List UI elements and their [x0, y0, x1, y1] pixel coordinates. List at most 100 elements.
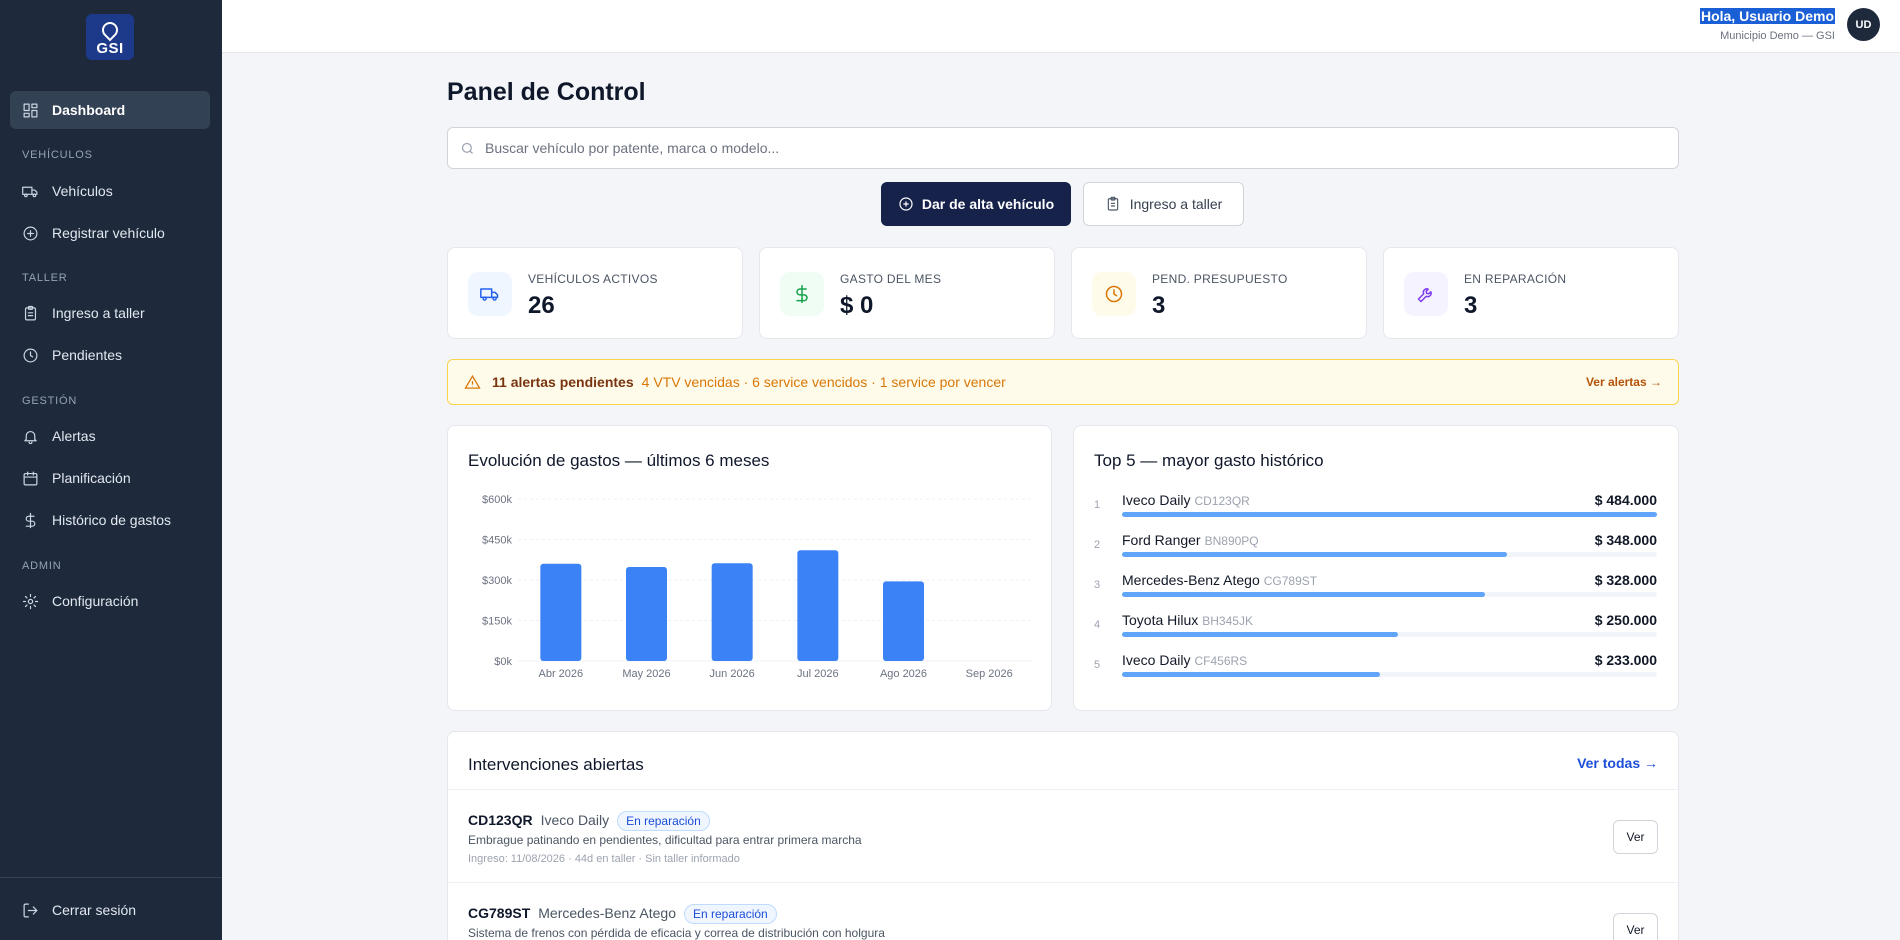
top5-row: 5 Iveco Daily CF456RS $ 233.000	[1094, 651, 1657, 685]
intervention-description: Sistema de frenos con pérdida de eficaci…	[468, 926, 885, 940]
top5-vehicle-name: Iveco Daily CD123QR	[1122, 492, 1250, 508]
sidebar-item-registrar-vehiculo[interactable]: Registrar vehículo	[10, 214, 210, 252]
interventions-panel: Intervenciones abiertas Ver todas → CD12…	[447, 731, 1679, 940]
intervention-plate: CD123QR Iveco Daily En reparación	[468, 811, 710, 831]
workshop-entry-button[interactable]: Ingreso a taller	[1083, 182, 1244, 226]
vehicle-name-text: Ford Ranger	[1122, 532, 1201, 548]
vehicle-name-text: Toyota Hilux	[1122, 612, 1199, 628]
view-intervention-button[interactable]: Ver	[1613, 913, 1658, 940]
sidebar-item-label: Vehículos	[52, 183, 113, 199]
section-admin: ADMIN	[22, 560, 62, 572]
clock-icon	[1092, 272, 1136, 316]
top5-vehicle-name: Ford Ranger BN890PQ	[1122, 532, 1259, 548]
search-bar[interactable]	[447, 127, 1679, 169]
stat-label: VEHÍCULOS ACTIVOS	[528, 272, 658, 286]
x-tick-label: Ago 2026	[880, 668, 927, 680]
user-name: Hola, Usuario Demo	[1699, 8, 1835, 24]
truck-icon	[22, 186, 38, 197]
sidebar-item-ingreso-taller[interactable]: Ingreso a taller	[10, 294, 210, 332]
sidebar-item-historico-gastos[interactable]: Histórico de gastos	[10, 501, 210, 539]
top5-vehicle-name: Mercedes-Benz Atego CG789ST	[1122, 572, 1317, 588]
location-pin-icon	[98, 18, 122, 42]
top5-title: Top 5 — mayor gasto histórico	[1094, 451, 1324, 470]
top5-row: 1 Iveco Daily CD123QR $ 484.000	[1094, 491, 1657, 525]
workshop-entry-label: Ingreso a taller	[1129, 196, 1223, 212]
sidebar-item-label: Ingreso a taller	[52, 305, 145, 321]
top5-amount: $ 484.000	[1594, 492, 1657, 508]
top5-rank: 4	[1094, 619, 1101, 631]
bell-icon	[24, 430, 37, 444]
sidebar-divider	[0, 877, 222, 878]
sidebar-item-planificacion[interactable]: Planificación	[10, 459, 210, 497]
y-tick-label: $450k	[482, 535, 512, 547]
sidebar-item-alertas[interactable]: Alertas	[10, 417, 210, 455]
section-gestion: GESTIÓN	[22, 395, 78, 407]
sidebar-item-configuracion[interactable]: Configuración	[10, 582, 210, 620]
search-icon	[461, 142, 473, 154]
y-tick-label: $600k	[482, 494, 512, 506]
chart-bar[interactable]	[797, 550, 839, 661]
sidebar-item-vehiculos[interactable]: Vehículos	[10, 172, 210, 210]
top5-bar-track	[1122, 672, 1657, 677]
x-tick-label: Sep 2026	[966, 668, 1013, 680]
top5-bar-fill	[1122, 552, 1507, 557]
y-tick-label: $0k	[494, 656, 512, 668]
y-tick-label: $150k	[482, 616, 512, 628]
wrench-icon	[1404, 272, 1448, 316]
stat-value: 3	[1464, 292, 1478, 319]
top5-amount: $ 328.000	[1594, 572, 1657, 588]
clipboard-icon	[24, 305, 37, 320]
plate-text: CG789ST	[468, 905, 531, 921]
sidebar-item-label: Alertas	[52, 428, 96, 444]
avatar[interactable]: UD	[1847, 8, 1880, 41]
chart-bar[interactable]	[883, 581, 924, 661]
top5-rank: 2	[1094, 539, 1101, 551]
plate-text: CD123QR	[468, 812, 533, 828]
add-vehicle-label: Dar de alta vehículo	[921, 196, 1055, 212]
x-tick-label: May 2026	[622, 668, 670, 680]
view-intervention-button[interactable]: Ver	[1613, 820, 1658, 854]
top5-bar-track	[1122, 632, 1657, 637]
stat-card-in-repair: EN REPARACIÓN 3	[1383, 247, 1679, 339]
top5-plate: BH345JK	[1202, 614, 1253, 628]
logout-icon	[23, 903, 38, 917]
sidebar: GSI Dashboard VEHÍCULOS Vehículos Regist…	[0, 0, 222, 940]
plus-circle-icon	[899, 197, 913, 211]
add-vehicle-button[interactable]: Dar de alta vehículo	[881, 182, 1071, 226]
view-all-link[interactable]: Ver todas →	[1577, 755, 1658, 771]
top5-bar-fill	[1122, 632, 1399, 637]
sidebar-item-dashboard[interactable]: Dashboard	[10, 91, 210, 129]
expenses-bar-chart: $0k $150k $300k $450k $600k Abr 2026 May 2026 J…	[482, 494, 1032, 680]
chart-bar[interactable]	[711, 563, 753, 661]
top5-bar-track	[1122, 552, 1657, 557]
top5-bar-fill	[1122, 592, 1485, 597]
top5-bar-track	[1122, 512, 1657, 517]
intervention-meta: Ingreso: 11/08/2026 · 44d en taller · Si…	[468, 853, 740, 865]
top5-amount: $ 250.000	[1594, 612, 1657, 628]
alert-detail: 4 VTV vencidas · 6 service vencidos · 1 …	[641, 374, 1006, 390]
top5-vehicle-name: Iveco Daily CF456RS	[1122, 652, 1247, 668]
top5-bar-track	[1122, 592, 1657, 597]
top5-amount: $ 348.000	[1594, 532, 1657, 548]
logout-button[interactable]: Cerrar sesión	[10, 891, 210, 929]
stat-label: PEND. PRESUPUESTO	[1152, 272, 1288, 286]
expenses-chart-panel: Evolución de gastos — últimos 6 meses $0…	[447, 425, 1052, 711]
gsi-logo[interactable]: GSI	[86, 14, 134, 60]
top5-plate: CD123QR	[1194, 494, 1250, 508]
interventions-title: Intervenciones abiertas	[468, 755, 644, 774]
top-bar: Hola, Usuario Demo Municipio Demo — GSI …	[222, 0, 1900, 53]
stat-card-monthly-expense: GASTO DEL MES $ 0	[759, 247, 1055, 339]
stat-card-active-vehicles: VEHÍCULOS ACTIVOS 26	[447, 247, 743, 339]
status-badge: En reparación	[617, 811, 710, 831]
sidebar-item-pendientes[interactable]: Pendientes	[10, 336, 210, 374]
view-alerts-link[interactable]: Ver alertas →	[1585, 375, 1662, 389]
sidebar-item-label: Planificación	[52, 470, 131, 486]
vehicle-name-text: Iveco Daily	[1122, 492, 1191, 508]
sidebar-item-label: Histórico de gastos	[52, 512, 172, 528]
x-tick-label: Abr 2026	[539, 668, 584, 680]
chart-bar[interactable]	[540, 563, 582, 661]
chart-bar[interactable]	[626, 567, 667, 661]
top5-amount: $ 233.000	[1594, 652, 1657, 668]
search-input[interactable]	[485, 140, 1635, 156]
logout-label: Cerrar sesión	[52, 902, 137, 918]
